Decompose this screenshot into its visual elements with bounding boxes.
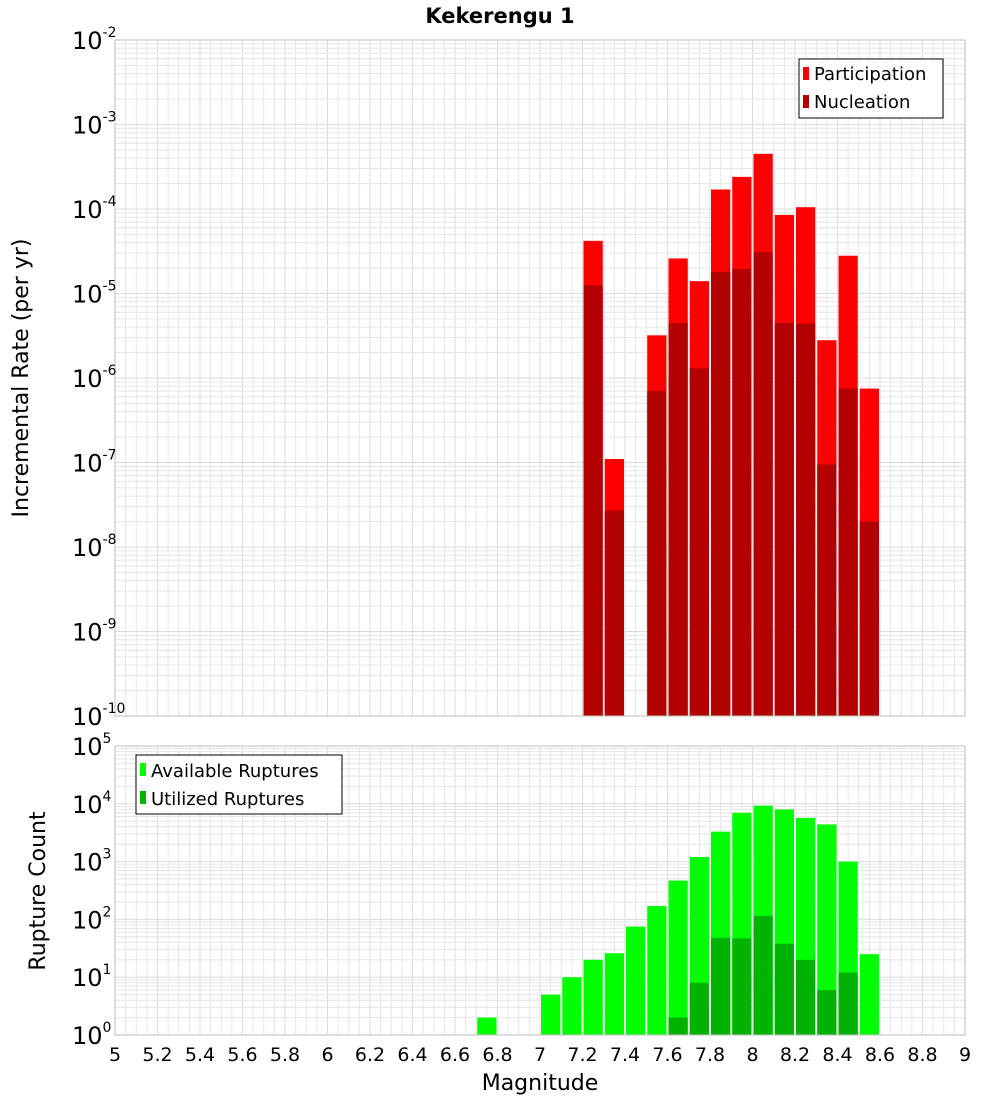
bottom-bar-utilized-ruptures [774, 943, 794, 1035]
bottom-legend: Available Ruptures Utilized Ruptures [135, 754, 343, 815]
x-tick-label: 6.4 [397, 1044, 427, 1066]
x-tick-label: 7 [534, 1044, 546, 1066]
x-tick-label: 7.8 [695, 1044, 725, 1066]
bottom-bar-available-ruptures [562, 977, 582, 1035]
legend-swatch-utilized [140, 791, 146, 804]
bottom-plot-frame [114, 745, 966, 1036]
legend-swatch-nucleation [803, 95, 809, 108]
top-y-tick-label: 10-10 [72, 701, 125, 731]
bottom-y-tick-label: 104 [72, 789, 112, 819]
top-bar-nucleation [668, 322, 688, 716]
top-y-tick-label: 10-7 [72, 448, 117, 478]
bottom-bar-utilized-ruptures [689, 982, 709, 1035]
x-tick-label: 6.8 [482, 1044, 512, 1066]
top-bar-nucleation [732, 268, 752, 716]
bottom-bar-available-ruptures [626, 926, 646, 1035]
top-bar-nucleation [774, 322, 794, 716]
bottom-bar-available-ruptures [477, 1017, 497, 1035]
bottom-bar-utilized-ruptures [711, 937, 731, 1035]
top-panel: Kekerengu 1 Incremental Rate (per yr) 10… [9, 4, 966, 731]
x-tick-label: 5.4 [185, 1044, 215, 1066]
legend-label-utilized: Utilized Ruptures [151, 789, 304, 810]
x-tick-label: 6.2 [355, 1044, 385, 1066]
bottom-bar-utilized-ruptures [668, 1017, 688, 1035]
top-legend-box [798, 58, 944, 119]
bottom-bar-utilized-ruptures [753, 915, 773, 1035]
x-axis-label: Magnitude [482, 1071, 599, 1096]
bottom-bar-available-ruptures [604, 953, 624, 1035]
x-tick-label: 5.6 [227, 1044, 257, 1066]
bottom-bar-available-ruptures [647, 906, 667, 1035]
top-legend: Participation Nucleation [798, 58, 944, 119]
x-tick-label: 5 [109, 1044, 121, 1066]
top-y-tick-label: 10-4 [72, 194, 117, 224]
top-bar-nucleation [647, 391, 667, 716]
bottom-bar-available-ruptures [541, 994, 561, 1035]
x-tick-label: 5.8 [270, 1044, 300, 1066]
top-bar-nucleation [689, 368, 709, 716]
top-bar-nucleation [859, 521, 879, 716]
legend-label-available: Available Ruptures [151, 761, 319, 782]
bottom-y-tick-label: 101 [72, 962, 111, 992]
bottom-bar-utilized-ruptures [796, 959, 816, 1035]
bottom-bar-utilized-ruptures [817, 990, 837, 1035]
x-tick-label: 6 [321, 1044, 333, 1066]
x-tick-label: 7.4 [610, 1044, 640, 1066]
x-tick-label: 8 [746, 1044, 758, 1066]
top-bar-nucleation [711, 271, 731, 716]
x-tick-label: 7.2 [567, 1044, 597, 1066]
legend-swatch-available [140, 763, 146, 776]
bottom-bar-available-ruptures [859, 954, 879, 1035]
top-bar-nucleation [796, 323, 816, 716]
bottom-bar-utilized-ruptures [838, 972, 858, 1035]
top-y-tick-label: 10-5 [72, 279, 117, 309]
x-tick-label: 8.6 [865, 1044, 895, 1066]
bottom-y-tick-label: 105 [72, 731, 111, 761]
top-y-tick-label: 10-9 [72, 617, 117, 647]
top-y-tick-label: 10-2 [72, 25, 117, 55]
chart-title: Kekerengu 1 [425, 4, 574, 28]
bottom-bar-available-ruptures [817, 824, 837, 1035]
bottom-bar-available-ruptures [668, 880, 688, 1035]
top-bar-nucleation [583, 285, 603, 716]
top-bar-nucleation [838, 388, 858, 716]
x-tick-label: 9 [959, 1044, 971, 1066]
legend-label-participation: Participation [814, 64, 926, 85]
bottom-bar-utilized-ruptures [732, 938, 752, 1035]
top-y-tick-label: 10-8 [72, 532, 117, 562]
top-y-axis-label: Incremental Rate (per yr) [9, 239, 34, 518]
bottom-y-tick-label: 102 [72, 904, 111, 934]
x-tick-label: 7.6 [652, 1044, 682, 1066]
bottom-legend-box [135, 754, 343, 815]
bottom-bar-available-ruptures [583, 959, 603, 1035]
bottom-y-axis-label: Rupture Count [26, 811, 51, 971]
bottom-y-tick-label: 103 [72, 847, 111, 877]
x-tick-label: 5.2 [142, 1044, 172, 1066]
x-tick-label: 8.2 [780, 1044, 810, 1066]
top-y-tick-label: 10-3 [72, 110, 117, 140]
legend-swatch-participation [803, 67, 809, 80]
x-tick-label: 6.6 [440, 1044, 470, 1066]
top-bar-nucleation [753, 251, 773, 717]
legend-label-nucleation: Nucleation [814, 92, 910, 113]
x-tick-label: 8.4 [822, 1044, 852, 1066]
bottom-y-tick-label: 100 [72, 1020, 111, 1050]
top-bar-nucleation [817, 464, 837, 716]
top-plot-frame [114, 39, 966, 717]
bottom-panel: Rupture Count 100 101 102 103 104 105 5 5.2 5.4… [26, 731, 971, 1096]
top-bar-nucleation [604, 510, 624, 716]
top-y-tick-label: 10-6 [72, 363, 117, 393]
x-tick-label: 8.8 [907, 1044, 937, 1066]
